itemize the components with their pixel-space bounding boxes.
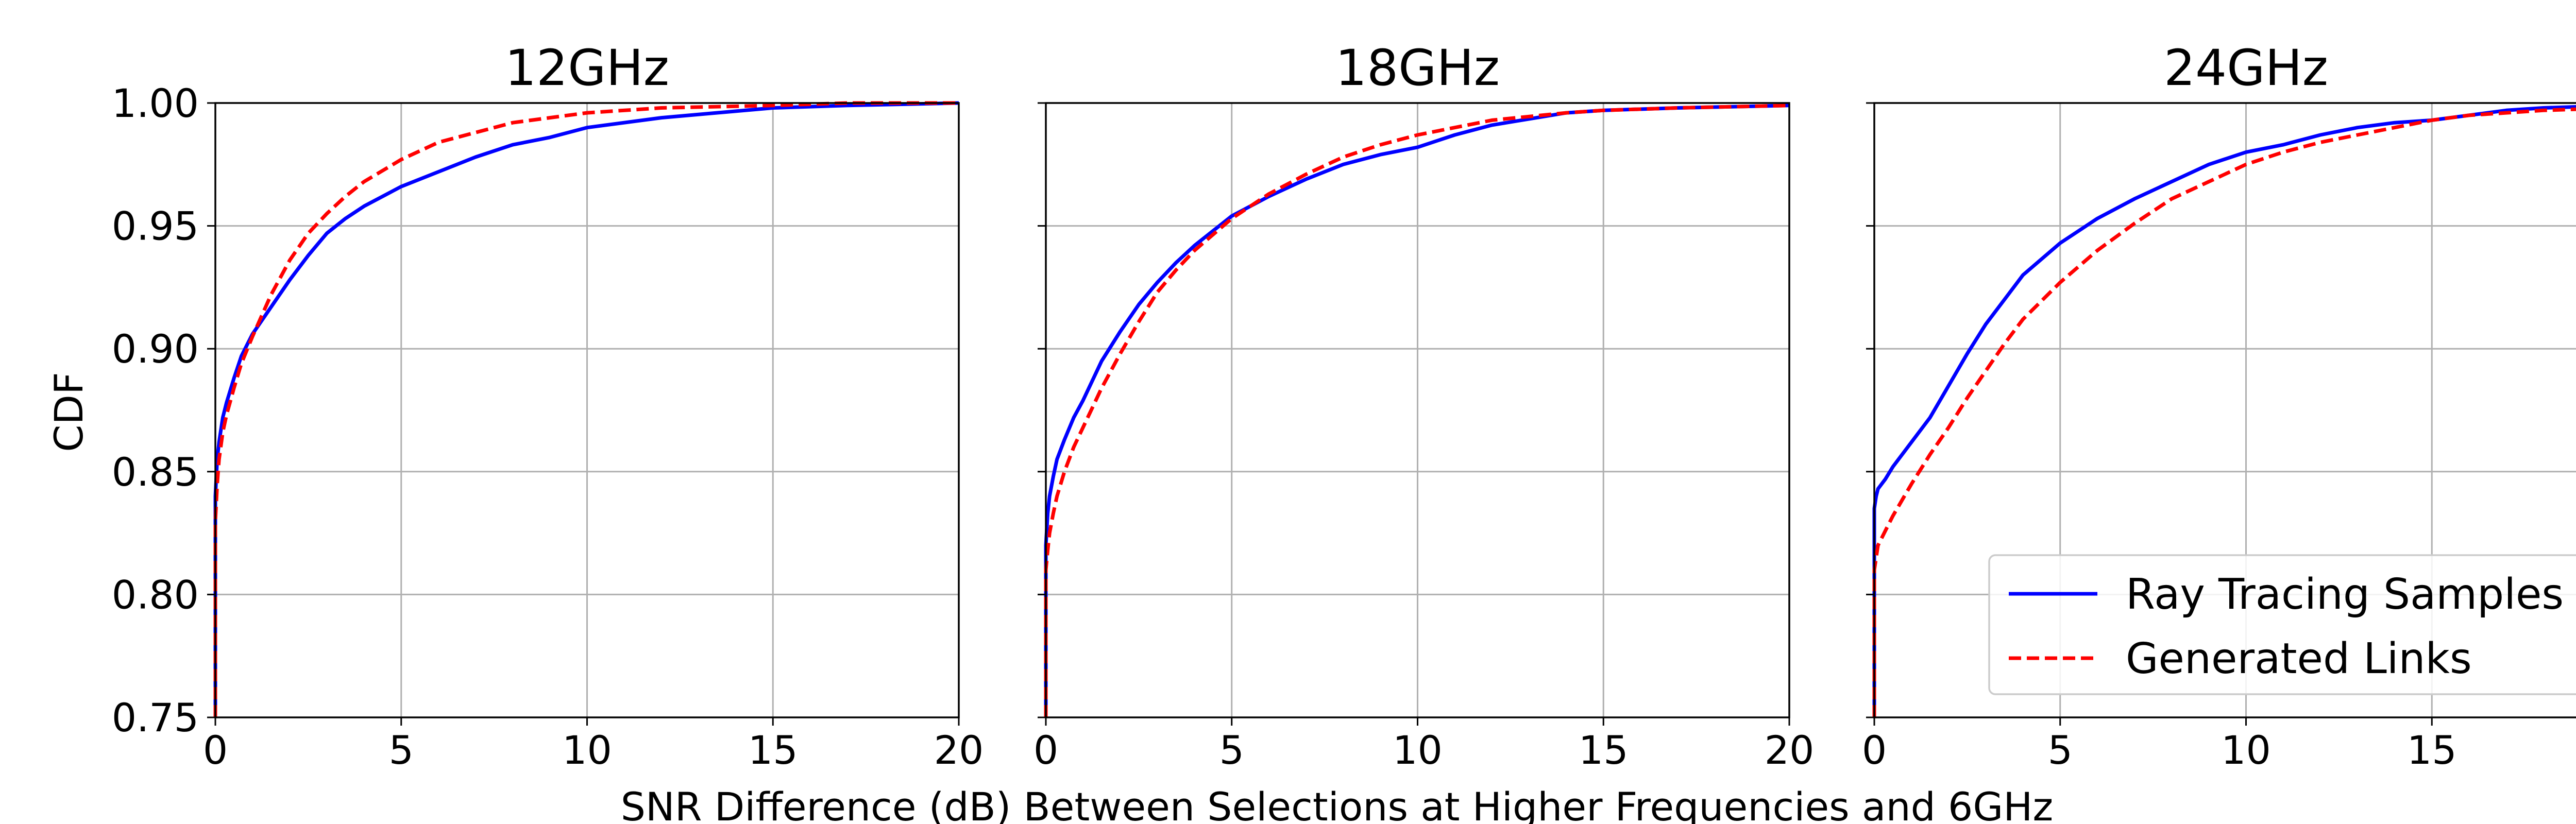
- series-line-generated-links: [1872, 107, 2576, 717]
- panel-title: 12GHz: [505, 39, 669, 97]
- x-tick-label: 10: [1393, 727, 1443, 773]
- legend-box: [1988, 554, 2576, 695]
- series-line-generated-links: [213, 101, 959, 717]
- x-tick-label: 20: [1765, 727, 1815, 773]
- y-tick-label: 0.75: [112, 695, 199, 741]
- legend-entry-label: Ray Tracing Samples: [2126, 570, 2564, 619]
- x-tick-label: 15: [1579, 727, 1629, 773]
- x-tick-label: 20: [934, 727, 984, 773]
- panels-layer: 0 5 10 15 20 0.75 0.80 0.85 0.90 0.95 1.00 12GHz 0 5 1…: [112, 39, 2576, 773]
- y-tick-label: 0.80: [112, 572, 199, 617]
- x-tick-label: 0: [1033, 727, 1058, 773]
- legend-entry-label: Generated Links: [2126, 634, 2472, 683]
- x-tick-label: 0: [203, 727, 228, 773]
- panel-title: 18GHz: [1335, 39, 1500, 97]
- y-tick-label: 0.85: [112, 449, 199, 495]
- x-tick-label: 10: [2221, 727, 2271, 773]
- x-tick-label: 10: [562, 727, 612, 773]
- x-tick-label: 0: [1862, 727, 1887, 773]
- legend: Ray Tracing Samples Generated Links: [1988, 554, 2576, 695]
- panel-0: 0 5 10 15 20 0.75 0.80 0.85 0.90 0.95 1.00 12GHz: [112, 39, 984, 773]
- series-line-ray-tracing-samples: [1044, 104, 1790, 717]
- x-tick-label: 15: [2407, 727, 2457, 773]
- x-tick-label: 5: [1219, 727, 1244, 773]
- y-tick-label: 1.00: [112, 80, 199, 126]
- series-line-generated-links: [1044, 104, 1790, 717]
- panel-2: 0510152024GHz: [1862, 39, 2576, 773]
- x-axis-label: SNR Difference (dB) Between Selections a…: [621, 784, 2054, 824]
- y-axis-label: CDF: [46, 372, 92, 452]
- x-tick-label: 5: [389, 727, 414, 773]
- panel-1: 0 5 10 15 20 18GHz: [1033, 39, 1815, 773]
- series-line-ray-tracing-samples: [213, 101, 959, 717]
- x-tick-label: 5: [2048, 727, 2073, 773]
- y-tick-label: 0.95: [112, 203, 199, 249]
- x-tick-label: 15: [748, 727, 798, 773]
- y-tick-label: 0.90: [112, 326, 199, 372]
- panel-title: 24GHz: [2164, 39, 2328, 97]
- series-line-ray-tracing-samples: [1872, 105, 2576, 717]
